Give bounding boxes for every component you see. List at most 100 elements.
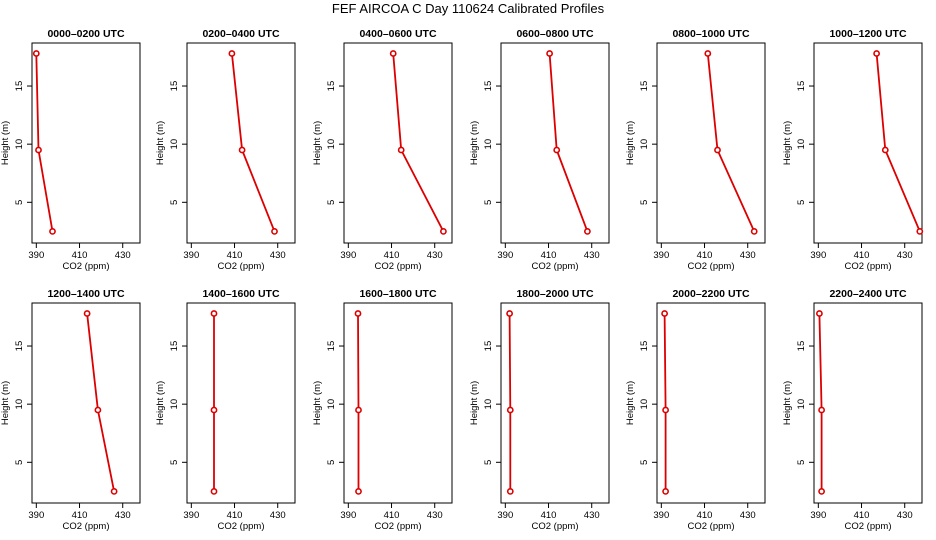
panel-title: 2200–2400 UTC bbox=[829, 288, 906, 300]
profile-line bbox=[392, 53, 445, 232]
x-tick-label: 430 bbox=[897, 250, 913, 261]
plot-frame bbox=[813, 302, 923, 504]
y-tick-label: 10 bbox=[326, 139, 337, 150]
data-point bbox=[661, 310, 668, 317]
data-point bbox=[210, 310, 218, 317]
data-point bbox=[506, 406, 514, 414]
x-tick-label: 430 bbox=[270, 510, 286, 521]
data-point bbox=[662, 487, 669, 495]
y-tick-label: 15 bbox=[796, 341, 807, 352]
data-point bbox=[355, 487, 362, 495]
data-point bbox=[662, 406, 669, 414]
data-point bbox=[210, 406, 218, 414]
data-point bbox=[389, 50, 397, 57]
data-point bbox=[354, 310, 362, 317]
x-axis-label: CO2 (ppm) bbox=[63, 521, 110, 532]
x-tick-label: 410 bbox=[541, 510, 557, 521]
x-tick-label: 410 bbox=[384, 250, 400, 261]
y-axis-label: Height (m) bbox=[625, 121, 636, 165]
x-tick-label: 390 bbox=[653, 250, 669, 261]
x-tick-label: 430 bbox=[427, 250, 443, 261]
x-tick-label: 410 bbox=[227, 250, 243, 261]
panel-title: 1800–2000 UTC bbox=[516, 288, 593, 300]
x-tick-label: 430 bbox=[584, 510, 600, 521]
plot-frame bbox=[500, 302, 610, 504]
x-tick-label: 410 bbox=[541, 250, 557, 261]
y-tick-label: 15 bbox=[14, 341, 25, 352]
x-tick-label: 390 bbox=[340, 510, 356, 521]
data-point bbox=[506, 310, 513, 317]
data-point bbox=[110, 487, 118, 495]
data-point bbox=[94, 406, 102, 414]
y-axis-label: Height (m) bbox=[312, 121, 323, 165]
x-tick-label: 410 bbox=[697, 510, 713, 521]
y-tick-label: 10 bbox=[483, 399, 494, 410]
data-point bbox=[750, 227, 758, 235]
panel-title: 2000–2200 UTC bbox=[672, 288, 749, 300]
y-tick-label: 15 bbox=[796, 81, 807, 92]
y-axis-label: Height (m) bbox=[625, 381, 636, 425]
x-tick-label: 390 bbox=[183, 510, 199, 521]
plot-frame bbox=[186, 302, 296, 504]
x-axis-label: CO2 (ppm) bbox=[532, 261, 579, 272]
x-tick-label: 390 bbox=[28, 510, 44, 521]
y-tick-label: 10 bbox=[639, 399, 650, 410]
y-tick-label: 10 bbox=[14, 399, 25, 410]
x-axis-label: CO2 (ppm) bbox=[218, 521, 265, 532]
data-point bbox=[714, 146, 721, 154]
x-tick-label: 410 bbox=[697, 250, 713, 261]
plot-frame bbox=[343, 302, 453, 504]
plot-frame bbox=[343, 42, 453, 244]
profile-line bbox=[86, 313, 115, 492]
y-tick-label: 5 bbox=[14, 200, 25, 205]
panel-title: 0000–0200 UTC bbox=[47, 28, 124, 40]
x-tick-label: 410 bbox=[72, 250, 88, 261]
y-tick-label: 10 bbox=[639, 139, 650, 150]
y-tick-label: 10 bbox=[796, 399, 807, 410]
data-point bbox=[238, 146, 246, 154]
data-point bbox=[32, 50, 40, 57]
y-tick-label: 15 bbox=[169, 81, 180, 92]
x-axis-label: CO2 (ppm) bbox=[375, 521, 422, 532]
x-tick-label: 430 bbox=[270, 250, 286, 261]
y-tick-label: 15 bbox=[326, 341, 337, 352]
x-tick-label: 410 bbox=[72, 510, 88, 521]
x-tick-label: 430 bbox=[115, 510, 131, 521]
y-tick-label: 15 bbox=[326, 81, 337, 92]
x-tick-label: 430 bbox=[740, 510, 756, 521]
profile-line bbox=[706, 53, 756, 232]
y-tick-label: 5 bbox=[639, 200, 650, 205]
y-tick-label: 5 bbox=[483, 460, 494, 465]
data-point bbox=[704, 50, 712, 57]
x-tick-label: 430 bbox=[115, 250, 131, 261]
y-axis-label: Height (m) bbox=[155, 121, 166, 165]
y-tick-label: 15 bbox=[169, 341, 180, 352]
x-axis-label: CO2 (ppm) bbox=[845, 521, 892, 532]
y-tick-label: 5 bbox=[326, 200, 337, 205]
plot-frame bbox=[186, 42, 296, 244]
panel-title: 1400–1600 UTC bbox=[202, 288, 279, 300]
y-tick-label: 5 bbox=[796, 460, 807, 465]
panel-title: 0800–1000 UTC bbox=[672, 28, 749, 40]
panel-title: 0200–0400 UTC bbox=[202, 28, 279, 40]
panel-title: 1000–1200 UTC bbox=[829, 28, 906, 40]
x-tick-label: 390 bbox=[810, 250, 826, 261]
y-axis-label: Height (m) bbox=[782, 381, 793, 425]
y-tick-label: 15 bbox=[639, 341, 650, 352]
x-tick-label: 430 bbox=[740, 250, 756, 261]
x-tick-label: 410 bbox=[854, 510, 870, 521]
data-point bbox=[506, 487, 514, 495]
x-axis-label: CO2 (ppm) bbox=[532, 521, 579, 532]
data-point bbox=[228, 50, 236, 57]
x-tick-label: 390 bbox=[497, 250, 513, 261]
data-point bbox=[816, 310, 823, 317]
y-axis-label: Height (m) bbox=[782, 121, 793, 165]
y-tick-label: 15 bbox=[483, 81, 494, 92]
plot-frame bbox=[31, 302, 141, 504]
data-point bbox=[83, 310, 91, 317]
profile-line bbox=[508, 313, 512, 492]
profile-line bbox=[875, 53, 921, 232]
data-point bbox=[553, 146, 561, 154]
y-tick-label: 10 bbox=[796, 139, 807, 150]
